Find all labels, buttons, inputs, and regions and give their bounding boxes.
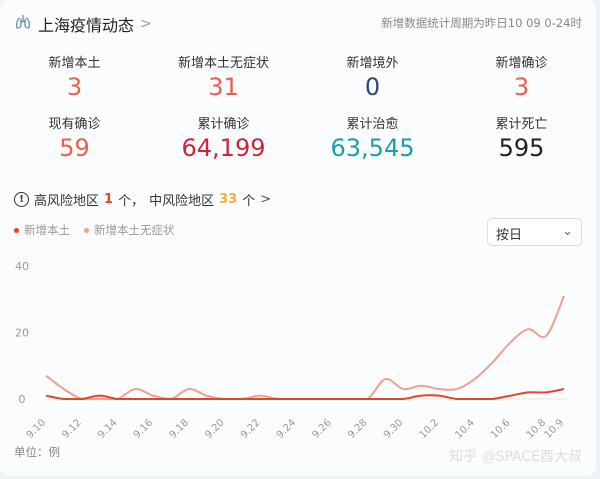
x-tick-label: 9.16 (132, 417, 156, 441)
stat-value: 3 (513, 73, 530, 101)
x-tick-label: 9.14 (96, 417, 120, 441)
stat-item: 现有确诊 59 (0, 113, 149, 162)
y-tick-label: 20 (15, 327, 29, 340)
stat-item: 累计确诊 64,199 (149, 113, 298, 162)
stat-value: 63,545 (330, 134, 415, 162)
x-tick-label: 10.6 (489, 417, 513, 441)
mid-risk-count: 33 (219, 192, 238, 207)
chevron-right-icon: > (140, 16, 152, 32)
x-tick-label: 9.24 (275, 417, 299, 441)
line-chart: 0 20 40 9.10 9.12 9.14 9.16 9.18 9.20 9.22 9.24 9.2… (15, 260, 568, 441)
stat-item: 新增确诊 3 (447, 52, 596, 101)
stat-label: 累计死亡 (495, 117, 548, 132)
unit-text: 个， (118, 194, 145, 209)
legend-label: 新增本土 (24, 223, 70, 237)
x-tick-label: 9.28 (346, 417, 370, 441)
x-tick-label: 9.26 (310, 417, 334, 441)
stat-item: 新增境外 0 (298, 52, 447, 101)
legend-label: 新增本土无症状 (94, 223, 175, 237)
stat-item: 新增本土无症状 31 (149, 52, 298, 101)
stat-item: 累计治愈 63,545 (298, 113, 447, 162)
chart-legend: 新增本土 新增本土无症状 (14, 222, 175, 238)
high-risk-count: 1 (104, 192, 114, 207)
stat-label: 累计治愈 (346, 117, 399, 132)
stat-value: 595 (498, 134, 545, 162)
y-tick-label: 40 (15, 260, 29, 273)
stat-label: 累计确诊 (197, 117, 250, 132)
stat-value: 59 (59, 134, 90, 162)
mid-risk-label: 中风险地区 (149, 194, 215, 209)
unit-label: 单位：例 (14, 445, 60, 459)
stat-item: 新增本土 3 (0, 52, 149, 101)
page-title: 上海疫情动态 (38, 16, 135, 35)
select-value: 按日 (496, 228, 523, 243)
chevron-down-icon: ⌄ (562, 224, 573, 239)
stat-label: 新增境外 (346, 56, 399, 71)
legend-item-local[interactable]: 新增本土 (14, 222, 70, 238)
x-tick-label: 10.4 (453, 417, 477, 441)
period-select[interactable]: 按日 ⌄ (487, 218, 582, 246)
stat-value: 0 (364, 73, 381, 101)
high-risk-label: 高风险地区 (34, 194, 100, 209)
stat-item: 累计死亡 595 (447, 113, 596, 162)
stat-label: 现有确诊 (48, 117, 101, 132)
info-icon: ! (14, 192, 29, 207)
stat-label: 新增本土 (48, 56, 101, 71)
series-line-1 (45, 295, 565, 401)
x-tick-label: 10.2 (418, 417, 442, 441)
stat-label: 新增本土无症状 (177, 56, 269, 71)
period-note: 新增数据统计周期为昨日10 09 0-24时 (381, 16, 582, 30)
x-tick-label: 9.18 (167, 417, 191, 441)
x-tick-label: 9.22 (239, 417, 263, 441)
stats-grid: 新增本土 3 新增本土无症状 31 新增境外 0 新增确诊 3 现有确诊 59 累计确诊 64,199… (0, 52, 596, 162)
x-tick-label: 9.30 (382, 417, 406, 441)
stat-value: 3 (66, 73, 83, 101)
header-link[interactable]: 上海疫情动态 > (14, 12, 152, 36)
x-tick-label: 10.9 (543, 417, 567, 441)
stat-value: 31 (208, 73, 239, 101)
x-tick-label: 9.12 (60, 417, 84, 441)
legend-item-asymptomatic[interactable]: 新增本土无症状 (84, 222, 175, 238)
unit-text: 个 (242, 194, 256, 209)
watermark: 知乎 @SPACE酉大叔 (449, 449, 582, 465)
series-line-0 (45, 388, 565, 401)
x-tick-label: 9.10 (25, 417, 49, 441)
lungs-icon (14, 13, 32, 35)
x-tick-label: 9.20 (203, 417, 227, 441)
stat-value: 64,199 (181, 134, 266, 162)
x-tick-label: 10.8 (525, 417, 549, 441)
y-tick-label: 0 (19, 393, 26, 406)
chevron-right-icon: > (260, 192, 272, 207)
stat-label: 新增确诊 (495, 56, 548, 71)
risk-areas-link[interactable]: ! 高风险地区 1 个， 中风险地区 33 个 > (14, 190, 271, 209)
